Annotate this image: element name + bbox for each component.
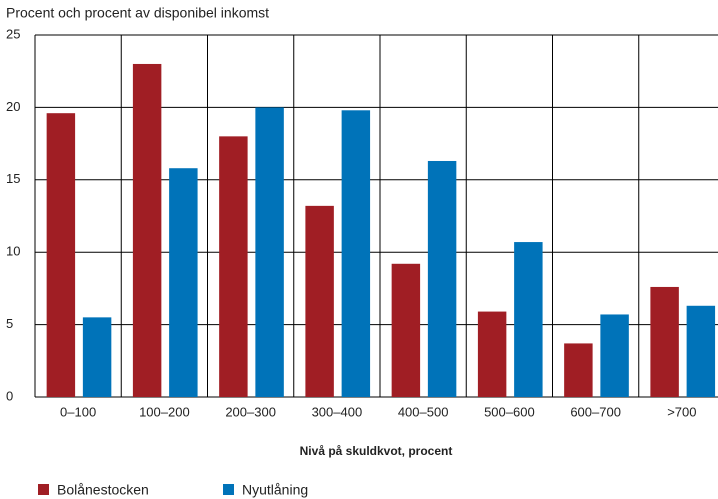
bar bbox=[391, 263, 421, 397]
bar bbox=[600, 314, 629, 397]
x-tick-label: 100–200 bbox=[139, 404, 190, 419]
x-tick-label: 300–400 bbox=[312, 404, 363, 419]
bar bbox=[427, 160, 457, 397]
bar bbox=[686, 305, 716, 397]
bar bbox=[219, 136, 248, 398]
y-tick-label: 10 bbox=[6, 244, 20, 259]
bar bbox=[132, 63, 162, 398]
x-tick-label: 200–300 bbox=[225, 404, 276, 419]
legend-label: Nyutlåning bbox=[242, 482, 308, 498]
y-tick-label: 0 bbox=[6, 388, 13, 403]
x-tick-label: >700 bbox=[667, 404, 696, 419]
bar bbox=[514, 242, 543, 397]
y-tick-label: 25 bbox=[6, 26, 20, 41]
bar bbox=[305, 205, 334, 397]
bar bbox=[82, 317, 112, 397]
legend-swatch bbox=[38, 484, 49, 495]
x-axis-label: Nivå på skuldkvot, procent bbox=[300, 444, 453, 458]
bar bbox=[564, 343, 593, 397]
bar bbox=[46, 113, 76, 397]
x-tick-label: 500–600 bbox=[484, 404, 535, 419]
y-tick-label: 15 bbox=[6, 171, 20, 186]
x-tick-label: 600–700 bbox=[570, 404, 621, 419]
bar bbox=[650, 286, 679, 397]
legend-label: Bolånestocken bbox=[57, 482, 149, 498]
chart-subtitle: Procent och procent av disponibel inkoms… bbox=[6, 5, 269, 21]
y-tick-label: 20 bbox=[6, 99, 20, 114]
bar bbox=[477, 311, 507, 397]
legend-swatch bbox=[223, 484, 234, 495]
y-tick-label: 5 bbox=[6, 316, 13, 331]
bar bbox=[169, 168, 198, 397]
x-tick-label: 0–100 bbox=[60, 404, 96, 419]
bar bbox=[341, 110, 371, 398]
bar bbox=[255, 107, 284, 398]
x-tick-label: 400–500 bbox=[398, 404, 449, 419]
